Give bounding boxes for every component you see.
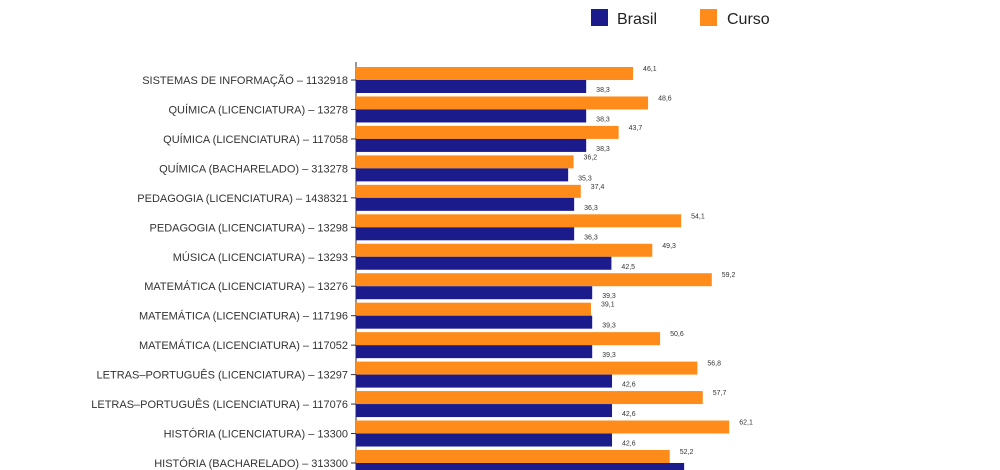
bar-curso: [356, 184, 581, 198]
data-label-curso: 49,3: [662, 243, 676, 250]
bar-brasil: [356, 80, 587, 93]
category-label: MÚSICA (LICENCIATURA) – 13293: [173, 251, 348, 264]
bar-brasil: [356, 227, 575, 241]
bar-brasil: [356, 286, 593, 300]
category-label: LETRAS–PORTUGUÊS (LICENCIATURA) – 13297: [97, 369, 348, 382]
legend-swatch-brasil: [591, 9, 608, 26]
data-label-curso: 43,7: [629, 125, 643, 132]
data-label-curso: 59,2: [722, 272, 736, 279]
bar-brasil: [356, 109, 587, 123]
bar-brasil: [356, 462, 685, 470]
data-label-brasil: 42,5: [621, 264, 635, 271]
data-label-curso: 50,6: [670, 331, 684, 338]
legend: Brasil Curso: [591, 9, 770, 28]
data-label-curso: 46,1: [643, 66, 657, 73]
bar-curso: [356, 361, 698, 375]
category-label: HISTÓRIA (LICENCIATURA) – 13300: [164, 428, 348, 441]
category-label: MATEMÁTICA (LICENCIATURA) – 117052: [139, 339, 348, 352]
data-label-brasil: 38,3: [596, 146, 610, 153]
category-label: SISTEMAS DE INFORMAÇÃO – 1132918: [142, 74, 348, 87]
data-label-brasil: 42,6: [622, 441, 636, 448]
data-label-brasil: 39,3: [602, 293, 616, 300]
data-label-brasil: 35,3: [578, 175, 592, 182]
data-label-brasil: 42,6: [622, 411, 636, 418]
data-label-curso: 39,1: [601, 302, 615, 309]
bar-brasil: [356, 315, 593, 329]
bar-curso: [356, 214, 682, 228]
legend-swatch-curso: [700, 9, 717, 26]
data-label-curso: 57,7: [713, 390, 727, 397]
data-label-brasil: 36,3: [584, 205, 598, 212]
bar-curso: [356, 391, 703, 405]
bar-curso: [356, 332, 661, 346]
data-label-curso: 56,8: [707, 361, 721, 368]
data-label-brasil: 38,3: [596, 87, 610, 94]
category-label: QUÍMICA (LICENCIATURA) – 13278: [168, 103, 348, 116]
data-label-brasil: 39,3: [602, 352, 616, 359]
bar-curso: [356, 302, 591, 316]
bar-brasil: [356, 168, 569, 182]
data-label-curso: 62,1: [739, 420, 753, 427]
bar-curso: [356, 449, 670, 463]
bar-brasil: [356, 433, 613, 447]
category-label: PEDAGOGIA (LICENCIATURA) – 13298: [150, 222, 348, 234]
data-label-curso: 52,2: [680, 449, 694, 456]
bar-curso: [356, 125, 619, 139]
data-label-brasil: 42,6: [622, 382, 636, 389]
category-label: QUÍMICA (BACHARELADO) – 313278: [159, 162, 348, 175]
bar-curso: [356, 67, 634, 80]
data-label-brasil: 36,3: [584, 234, 598, 241]
legend-label-brasil: Brasil: [617, 11, 657, 28]
category-label: MATEMÁTICA (LICENCIATURA) – 13276: [144, 280, 348, 293]
bar-curso: [356, 155, 574, 169]
bar-curso: [356, 273, 712, 287]
bar-curso: [356, 243, 653, 257]
data-label-curso: 36,2: [584, 154, 598, 161]
category-label: MATEMÁTICA (LICENCIATURA) – 117196: [139, 310, 348, 323]
category-label: LETRAS–PORTUGUÊS (LICENCIATURA) – 117076: [91, 398, 348, 411]
bar-brasil: [356, 345, 593, 359]
bar-brasil: [356, 374, 613, 388]
bar-brasil: [356, 256, 612, 270]
bar-curso: [356, 420, 730, 434]
data-label-brasil: 38,3: [596, 116, 610, 123]
data-label-curso: 54,1: [691, 213, 705, 220]
data-label-brasil: 39,3: [602, 323, 616, 330]
category-label: PEDAGOGIA (LICENCIATURA) – 1438321: [137, 193, 348, 205]
data-label-curso: 37,4: [591, 184, 605, 191]
category-label: HISTÓRIA (BACHARELADO) – 313300: [154, 457, 348, 470]
bar-brasil: [356, 138, 587, 152]
category-label: QUÍMICA (LICENCIATURA) – 117058: [163, 133, 348, 146]
bar-brasil: [356, 404, 613, 418]
legend-label-curso: Curso: [727, 11, 770, 28]
data-label-curso: 48,6: [658, 95, 672, 102]
bar-brasil: [356, 197, 575, 211]
bar-curso: [356, 96, 649, 110]
